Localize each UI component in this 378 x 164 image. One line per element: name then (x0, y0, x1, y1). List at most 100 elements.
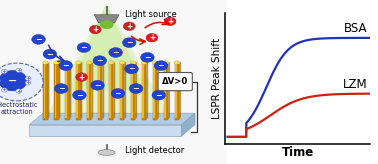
Text: +: + (2, 69, 7, 74)
Text: LZM: LZM (343, 78, 367, 91)
Text: −: − (81, 43, 87, 52)
Text: +: + (16, 68, 22, 73)
Bar (65, 64, 70, 120)
Ellipse shape (76, 61, 81, 64)
Polygon shape (146, 62, 148, 120)
Ellipse shape (130, 61, 136, 64)
X-axis label: Time: Time (282, 146, 314, 159)
Circle shape (123, 22, 135, 31)
Circle shape (93, 56, 107, 66)
Ellipse shape (87, 61, 92, 64)
Circle shape (164, 17, 176, 26)
Bar (120, 64, 124, 120)
Bar (131, 64, 135, 120)
Bar (87, 64, 91, 120)
Text: Light detector: Light detector (125, 146, 184, 155)
Polygon shape (181, 113, 195, 136)
Bar (65, 64, 67, 118)
Polygon shape (91, 62, 93, 120)
FancyBboxPatch shape (158, 72, 192, 91)
Polygon shape (124, 62, 126, 120)
Bar (175, 64, 179, 120)
Polygon shape (179, 62, 181, 120)
Text: −: − (112, 48, 119, 57)
Bar (76, 64, 78, 118)
Text: −: − (46, 50, 53, 59)
Polygon shape (70, 62, 71, 120)
Ellipse shape (98, 61, 103, 64)
Text: +: + (16, 89, 22, 93)
Circle shape (129, 84, 143, 93)
Polygon shape (94, 15, 119, 23)
Circle shape (122, 38, 136, 48)
Circle shape (16, 89, 22, 93)
Circle shape (73, 90, 86, 100)
Ellipse shape (98, 150, 115, 155)
Circle shape (89, 25, 101, 34)
Bar (98, 64, 100, 118)
Bar (87, 64, 89, 118)
Circle shape (141, 52, 154, 62)
Polygon shape (113, 62, 115, 120)
Text: +: + (25, 80, 31, 85)
Bar (120, 64, 122, 118)
Circle shape (125, 64, 138, 74)
Bar (164, 64, 166, 118)
Bar (98, 64, 102, 120)
Circle shape (2, 69, 7, 74)
Text: −: − (62, 61, 69, 70)
Polygon shape (29, 113, 195, 125)
Polygon shape (135, 62, 137, 120)
Text: electrostatic
attraction: electrostatic attraction (0, 102, 38, 115)
Text: −: − (96, 56, 103, 65)
Polygon shape (168, 62, 170, 120)
Ellipse shape (174, 61, 180, 64)
Polygon shape (157, 62, 159, 120)
Text: −: − (133, 84, 139, 93)
Polygon shape (81, 62, 82, 120)
Bar (76, 64, 81, 120)
Text: −: − (115, 89, 121, 98)
Bar (131, 64, 133, 118)
Bar (54, 64, 59, 120)
Circle shape (77, 43, 91, 52)
Bar (153, 64, 155, 118)
Polygon shape (68, 3, 145, 90)
Ellipse shape (43, 61, 48, 64)
Circle shape (111, 89, 125, 98)
Text: −: − (94, 81, 101, 90)
Circle shape (109, 48, 122, 57)
Circle shape (2, 88, 7, 92)
Ellipse shape (108, 61, 114, 64)
Polygon shape (102, 62, 104, 120)
Bar (43, 64, 45, 118)
Circle shape (59, 61, 73, 71)
Bar (43, 64, 48, 120)
Ellipse shape (163, 61, 169, 64)
Circle shape (76, 73, 88, 81)
Text: ΔV>0: ΔV>0 (162, 77, 188, 86)
Text: +: + (167, 17, 173, 26)
Text: −: − (58, 84, 65, 93)
Text: +: + (2, 87, 7, 92)
Text: −: − (155, 91, 162, 100)
Bar (54, 64, 56, 118)
Y-axis label: LSPR Peak Shift: LSPR Peak Shift (212, 38, 222, 119)
Text: −: − (144, 53, 151, 62)
Circle shape (152, 90, 166, 100)
Text: +: + (79, 73, 85, 82)
Text: −: − (128, 64, 135, 73)
Text: −: − (35, 35, 42, 44)
Circle shape (16, 68, 22, 72)
Polygon shape (29, 125, 181, 136)
Circle shape (154, 61, 168, 71)
Ellipse shape (100, 21, 113, 28)
Bar (175, 64, 177, 118)
Polygon shape (48, 62, 50, 120)
Bar (109, 64, 113, 120)
Text: −: − (158, 61, 164, 70)
Circle shape (0, 71, 27, 91)
Text: +: + (126, 22, 132, 31)
Ellipse shape (141, 61, 147, 64)
Bar (109, 64, 111, 118)
